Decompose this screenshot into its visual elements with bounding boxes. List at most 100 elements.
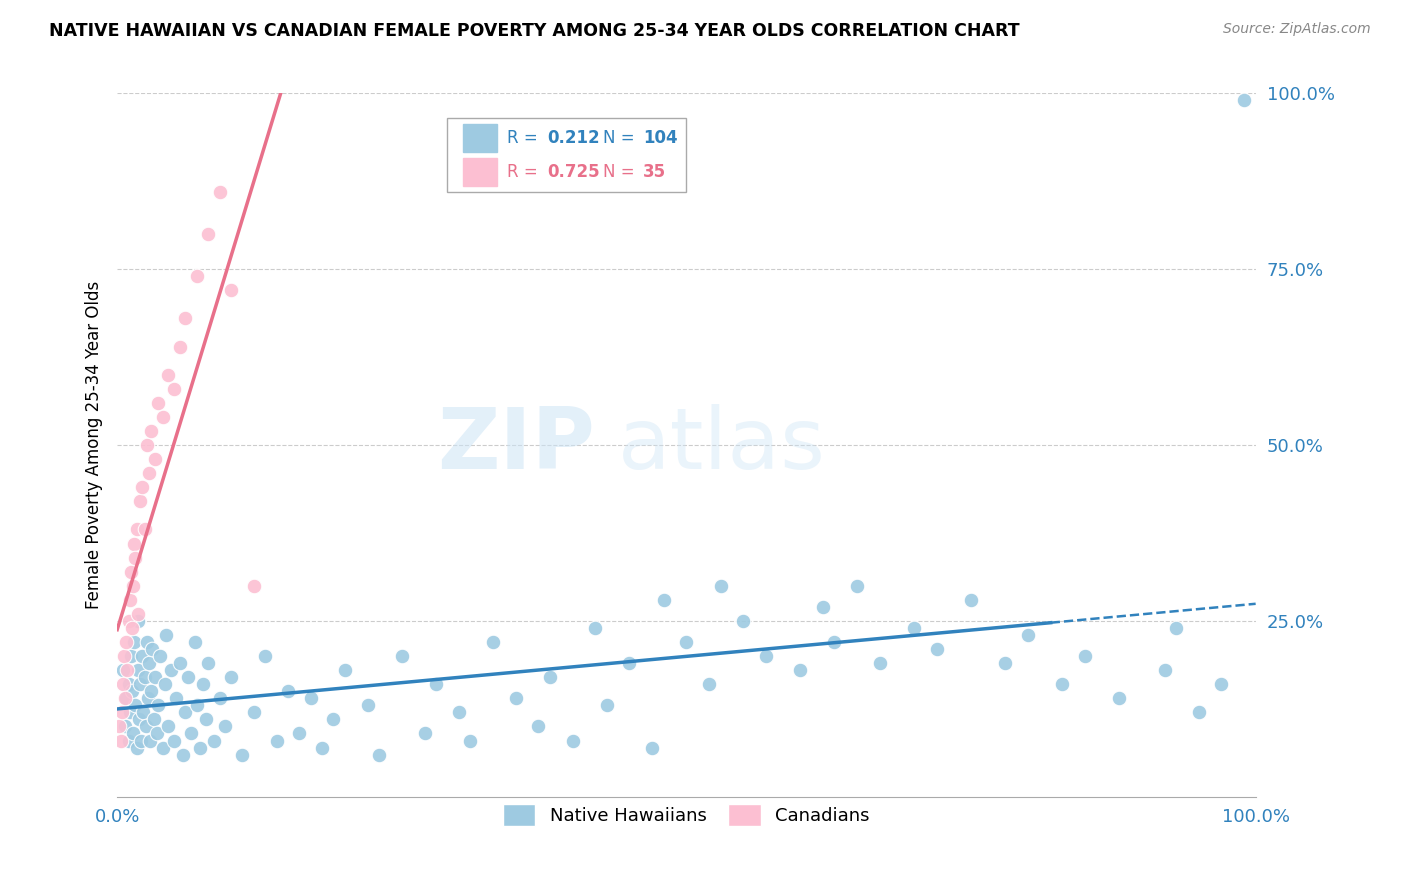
Point — [202, 733, 225, 747]
Text: NATIVE HAWAIIAN VS CANADIAN FEMALE POVERTY AMONG 25-34 YEAR OLDS CORRELATION CHA: NATIVE HAWAIIAN VS CANADIAN FEMALE POVER… — [49, 22, 1019, 40]
Point — [142, 713, 165, 727]
Point — [122, 536, 145, 550]
Point — [458, 733, 481, 747]
Point — [266, 733, 288, 747]
Point — [141, 684, 163, 698]
Point — [111, 677, 134, 691]
Point — [165, 691, 187, 706]
Point — [127, 663, 149, 677]
Point — [619, 656, 641, 670]
Text: N =: N = — [603, 129, 640, 147]
Point — [134, 523, 156, 537]
Point — [243, 579, 266, 593]
Point — [118, 592, 141, 607]
Point — [231, 747, 253, 762]
Point — [124, 698, 146, 713]
Point — [134, 670, 156, 684]
Point — [132, 706, 155, 720]
Text: Source: ZipAtlas.com: Source: ZipAtlas.com — [1223, 22, 1371, 37]
Point — [122, 726, 145, 740]
Point — [125, 523, 148, 537]
Point — [174, 311, 197, 326]
Point — [368, 747, 391, 762]
Point — [197, 656, 219, 670]
Point — [127, 614, 149, 628]
Point — [1188, 706, 1211, 720]
Point — [277, 684, 299, 698]
Point — [152, 409, 174, 424]
Point — [174, 706, 197, 720]
Point — [333, 663, 356, 677]
Point — [960, 592, 983, 607]
Point — [322, 713, 344, 727]
Point — [219, 283, 242, 297]
Point — [675, 635, 697, 649]
Point — [124, 550, 146, 565]
Point — [1050, 677, 1073, 691]
FancyBboxPatch shape — [447, 118, 686, 192]
Point — [117, 733, 139, 747]
FancyBboxPatch shape — [464, 158, 498, 186]
Point — [122, 579, 145, 593]
Point — [925, 642, 948, 657]
FancyBboxPatch shape — [464, 124, 498, 153]
Point — [583, 621, 606, 635]
Point — [118, 706, 141, 720]
Point — [288, 726, 311, 740]
Point — [413, 726, 436, 740]
Point — [131, 480, 153, 494]
Point — [169, 340, 191, 354]
Point — [136, 691, 159, 706]
Point — [177, 670, 200, 684]
Point — [115, 691, 138, 706]
Point — [138, 656, 160, 670]
Point — [846, 579, 869, 593]
Point — [131, 649, 153, 664]
Point — [186, 269, 208, 284]
Point — [697, 677, 720, 691]
Point — [505, 691, 527, 706]
Y-axis label: Female Poverty Among 25-34 Year Olds: Female Poverty Among 25-34 Year Olds — [86, 281, 103, 609]
Text: 104: 104 — [643, 129, 678, 147]
Point — [159, 663, 181, 677]
Point — [191, 677, 214, 691]
Point — [155, 628, 177, 642]
Point — [120, 649, 142, 664]
Point — [208, 691, 231, 706]
Text: 35: 35 — [643, 162, 666, 180]
Point — [117, 663, 139, 677]
Point — [115, 635, 138, 649]
Point — [789, 663, 811, 677]
Point — [596, 698, 619, 713]
Point — [186, 698, 208, 713]
Point — [538, 670, 561, 684]
Point — [356, 698, 378, 713]
Point — [169, 656, 191, 670]
Point — [135, 438, 157, 452]
Point — [1153, 663, 1175, 677]
Point — [146, 396, 169, 410]
Point — [114, 691, 136, 706]
Point — [527, 719, 550, 733]
Point — [903, 621, 925, 635]
Point — [1017, 628, 1039, 642]
Point — [120, 565, 142, 579]
Point — [195, 713, 218, 727]
Text: N =: N = — [603, 162, 640, 180]
Text: atlas: atlas — [619, 403, 827, 486]
Point — [1233, 94, 1256, 108]
Point — [117, 614, 139, 628]
Text: 0.212: 0.212 — [547, 129, 600, 147]
Point — [128, 713, 150, 727]
Point — [114, 719, 136, 733]
Point — [641, 740, 664, 755]
Point — [243, 706, 266, 720]
Point — [152, 740, 174, 755]
Legend: Native Hawaiians, Canadians: Native Hawaiians, Canadians — [496, 797, 877, 833]
Point — [311, 740, 333, 755]
Point — [111, 663, 134, 677]
Point — [112, 649, 135, 664]
Point — [121, 684, 143, 698]
Point — [146, 726, 169, 740]
Point — [482, 635, 505, 649]
